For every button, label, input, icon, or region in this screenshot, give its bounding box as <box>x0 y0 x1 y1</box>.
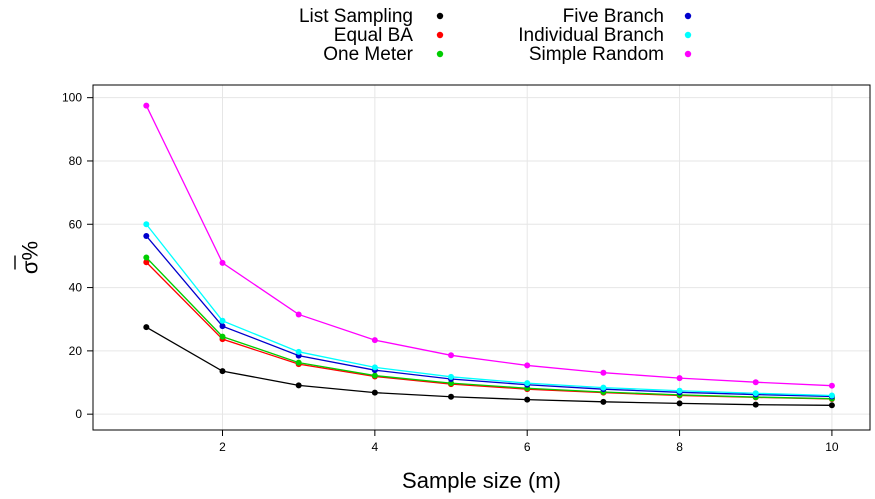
x-tick-label: 2 <box>219 440 226 454</box>
x-tick-label: 6 <box>524 440 531 454</box>
y-tick-label: 20 <box>69 344 83 358</box>
series-line-simple-random <box>145 105 832 387</box>
data-point-simple-random <box>295 311 302 318</box>
data-point-list-sampling <box>828 402 835 409</box>
data-point-one-meter <box>295 359 302 366</box>
data-point-individual-branch <box>219 317 226 324</box>
data-point-individual-branch <box>600 384 607 391</box>
data-point-individual-branch <box>295 348 302 355</box>
data-point-list-sampling <box>371 389 378 396</box>
y-tick-label: 100 <box>62 91 82 105</box>
series-line-individual-branch <box>145 223 832 397</box>
series-simple-random <box>143 102 835 389</box>
data-point-list-sampling <box>448 393 455 400</box>
legend-marker-five-branch <box>684 12 692 20</box>
series-list-sampling <box>143 324 835 409</box>
legend-marker-list-sampling <box>436 12 444 20</box>
data-point-list-sampling <box>676 400 683 407</box>
data-point-simple-random <box>524 362 531 369</box>
series-line-one-meter <box>145 257 832 400</box>
legend-marker-one-meter <box>436 50 444 58</box>
data-point-simple-random <box>600 369 607 376</box>
data-point-individual-branch <box>371 364 378 371</box>
series-line-equal-ba <box>145 261 832 400</box>
y-axis: 0 20 40 60 80 100 <box>62 91 93 421</box>
legend-marker-simple-random <box>684 50 692 58</box>
y-tick-label: 80 <box>69 154 83 168</box>
y-tick-label: 0 <box>75 407 82 421</box>
data-point-list-sampling <box>752 401 759 408</box>
x-tick-label: 8 <box>676 440 683 454</box>
data-point-individual-branch <box>752 390 759 397</box>
legend-label-five-branch: Five Branch <box>563 6 664 27</box>
data-point-equal-ba <box>143 259 150 266</box>
data-point-individual-branch <box>828 392 835 399</box>
data-point-simple-random <box>371 337 378 344</box>
x-axis: 2 4 6 8 10 <box>219 430 839 454</box>
data-point-individual-branch <box>143 221 150 228</box>
legend-label-equal-ba: Equal BA <box>334 25 414 46</box>
x-tick-label: 10 <box>825 440 839 454</box>
data-point-five-branch <box>219 323 226 330</box>
series-individual-branch <box>143 221 835 399</box>
y-axis-title: σ% <box>18 241 43 274</box>
data-point-list-sampling <box>219 368 226 375</box>
legend-label-list-sampling: List Sampling <box>299 6 413 27</box>
legend-marker-individual-branch <box>684 31 692 39</box>
data-point-individual-branch <box>448 373 455 380</box>
data-point-simple-random <box>828 382 835 389</box>
data-point-one-meter <box>371 372 378 379</box>
data-point-individual-branch <box>524 380 531 387</box>
data-point-simple-random <box>752 379 759 386</box>
legend-label-one-meter: One Meter <box>323 44 413 65</box>
x-axis-title: Sample size (m) <box>402 468 561 493</box>
y-axis-title-group: σ% <box>14 241 43 274</box>
y-tick-label: 60 <box>69 217 83 231</box>
legend-label-simple-random: Simple Random <box>529 44 664 65</box>
data-point-list-sampling <box>295 382 302 389</box>
series-five-branch <box>143 232 835 400</box>
data-point-simple-random <box>219 259 226 266</box>
data-point-simple-random <box>676 375 683 382</box>
data-point-one-meter <box>143 254 150 261</box>
series-layer <box>143 102 835 409</box>
series-line-five-branch <box>145 235 832 398</box>
x-tick-label: 4 <box>372 440 379 454</box>
series-line-list-sampling <box>145 326 832 406</box>
data-point-one-meter <box>219 333 226 340</box>
plot-frame <box>92 84 871 431</box>
data-point-one-meter <box>448 380 455 387</box>
y-tick-label: 40 <box>69 281 83 295</box>
data-point-list-sampling <box>524 396 531 403</box>
grid <box>93 85 870 430</box>
legend-marker-equal-ba <box>436 31 444 39</box>
data-point-simple-random <box>448 352 455 359</box>
data-point-list-sampling <box>600 398 607 405</box>
data-point-individual-branch <box>676 387 683 394</box>
data-point-list-sampling <box>143 324 150 331</box>
legend-label-individual-branch: Individual Branch <box>518 25 664 46</box>
data-point-simple-random <box>143 102 150 109</box>
data-point-five-branch <box>143 232 150 239</box>
